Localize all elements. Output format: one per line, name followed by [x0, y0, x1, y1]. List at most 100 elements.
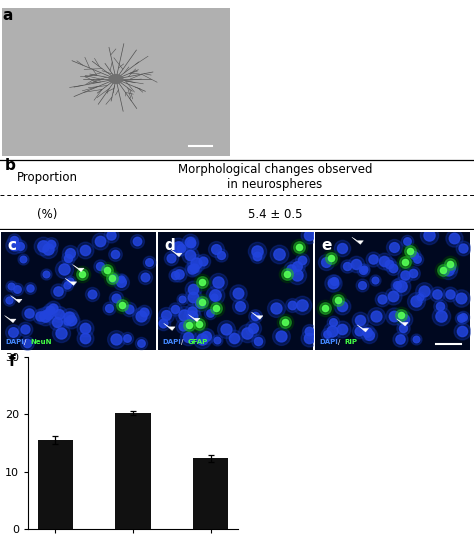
Point [195, 320, 203, 329]
Point [360, 266, 367, 274]
Point [96, 262, 103, 271]
Point [186, 237, 194, 246]
Point [401, 258, 409, 266]
Point [412, 335, 420, 343]
Point [222, 324, 229, 333]
Point [42, 270, 50, 278]
Point [356, 316, 364, 325]
Point [272, 304, 280, 313]
Point [63, 316, 71, 325]
Circle shape [109, 75, 123, 83]
Point [112, 294, 119, 302]
Point [293, 270, 301, 279]
Point [436, 301, 444, 310]
Point [36, 311, 44, 320]
Point [338, 325, 346, 333]
Point [172, 304, 179, 313]
Point [198, 335, 205, 344]
Point [447, 264, 455, 272]
Point [450, 234, 457, 243]
Point [202, 332, 210, 340]
Point [44, 309, 51, 318]
Text: Morphological changes observed
in neurospheres: Morphological changes observed in neuros… [178, 163, 372, 191]
Point [361, 265, 368, 273]
Point [167, 254, 174, 263]
Point [23, 338, 30, 347]
Point [162, 310, 170, 319]
Point [420, 287, 428, 295]
Point [96, 236, 104, 245]
Point [458, 326, 465, 335]
Point [450, 234, 457, 243]
Point [323, 329, 330, 338]
Point [64, 253, 72, 262]
Point [338, 302, 346, 310]
Point [358, 281, 366, 289]
Point [254, 246, 261, 255]
Point [305, 333, 312, 342]
Point [188, 238, 195, 247]
Point [249, 324, 257, 332]
Point [254, 336, 262, 345]
Polygon shape [65, 278, 77, 285]
Point [365, 331, 373, 339]
Point [397, 282, 405, 291]
Point [334, 296, 342, 304]
Point [344, 262, 351, 271]
Point [190, 264, 198, 273]
Point [212, 303, 220, 312]
Point [457, 294, 465, 302]
Point [439, 266, 447, 274]
Point [393, 281, 401, 289]
Point [459, 244, 467, 253]
Point [112, 335, 120, 343]
Point [447, 289, 454, 298]
Point [181, 310, 188, 319]
Point [109, 274, 117, 282]
Point [385, 260, 392, 268]
Point [137, 338, 145, 347]
Point [109, 273, 116, 282]
Point [46, 306, 54, 314]
Point [190, 285, 197, 293]
Point [306, 326, 313, 335]
Point [281, 318, 288, 326]
Point [109, 274, 117, 282]
Point [389, 264, 397, 272]
Point [369, 255, 377, 263]
Point [10, 236, 18, 244]
Point [202, 332, 210, 340]
Point [356, 327, 363, 336]
Polygon shape [10, 295, 22, 303]
Point [58, 329, 65, 337]
Point [459, 313, 467, 321]
Point [140, 308, 148, 317]
Point [118, 275, 125, 284]
Point [179, 322, 187, 331]
Point [321, 303, 328, 312]
Point [177, 243, 185, 252]
Point [58, 329, 65, 337]
Point [190, 264, 198, 273]
Point [55, 310, 63, 318]
Point [363, 328, 371, 336]
Point [160, 319, 167, 328]
Point [322, 258, 329, 267]
Point [44, 309, 51, 318]
Point [41, 311, 48, 320]
Text: Proportion: Proportion [17, 171, 78, 184]
Point [112, 335, 120, 343]
Point [287, 265, 294, 273]
Point [329, 318, 337, 326]
Point [192, 259, 200, 267]
Point [190, 293, 197, 302]
Point [109, 273, 116, 282]
Point [283, 269, 291, 278]
Point [186, 250, 193, 259]
Point [189, 307, 196, 316]
Point [330, 277, 337, 286]
Point [437, 312, 445, 321]
Point [16, 242, 24, 250]
Point [401, 258, 409, 266]
Point [190, 285, 197, 293]
